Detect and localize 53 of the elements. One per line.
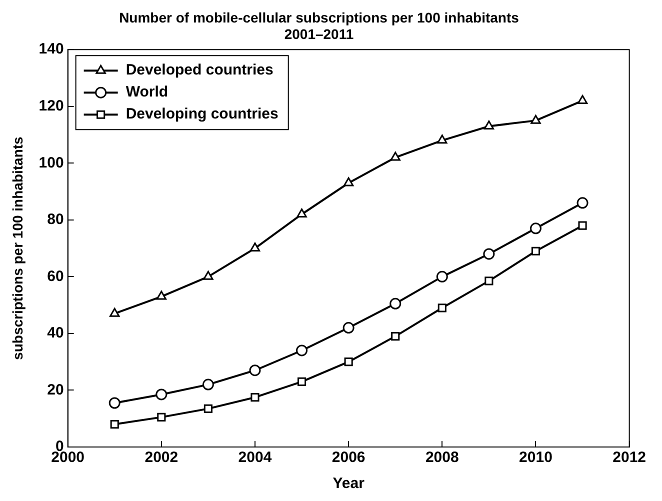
point <box>576 197 588 209</box>
point <box>250 393 260 402</box>
point <box>204 404 212 413</box>
point <box>578 221 587 230</box>
point <box>436 270 448 282</box>
y-tick-label: 100 <box>38 154 64 172</box>
point <box>531 246 540 256</box>
point <box>296 344 308 356</box>
point <box>202 378 214 390</box>
x-tick-label: 2008 <box>425 449 459 466</box>
x-tick-label: 2006 <box>332 449 366 466</box>
point <box>483 248 495 260</box>
point <box>343 177 354 186</box>
point <box>390 152 400 161</box>
y-tick-label: 40 <box>47 324 64 342</box>
y-tick-label: 60 <box>47 268 64 285</box>
point <box>344 358 353 366</box>
point <box>530 114 541 124</box>
point <box>577 94 588 104</box>
x-axis-title: Year <box>332 475 365 492</box>
point <box>530 222 542 234</box>
y-tick-label: 140 <box>38 40 64 58</box>
y-axis-title: subscriptions per 100 inhabitants <box>9 136 26 360</box>
point <box>342 322 354 334</box>
legend-label: Developing countries <box>126 106 278 123</box>
legend-label: Developed countries <box>126 62 274 79</box>
point <box>250 242 260 252</box>
point <box>156 388 168 400</box>
x-tick-label: 2002 <box>144 449 178 466</box>
point <box>391 332 400 341</box>
y-tick-label: 20 <box>47 381 64 398</box>
x-tick-label: 2004 <box>238 449 272 466</box>
point <box>484 120 494 130</box>
point <box>110 308 120 317</box>
point <box>437 134 448 144</box>
x-tick-label: 2012 <box>612 449 646 466</box>
point <box>108 397 120 409</box>
x-tick-label: 2010 <box>519 449 552 466</box>
point <box>156 290 166 300</box>
point <box>157 412 166 422</box>
point <box>390 298 402 310</box>
chart-title: Number of mobile-cellular subscriptions per 100 inhabitants <box>119 9 520 26</box>
legend-label: World <box>126 84 168 101</box>
point <box>484 276 494 286</box>
chart-subtitle: 2001–2011 <box>284 26 354 42</box>
y-tick-label: 80 <box>47 211 64 228</box>
y-tick-label: 120 <box>38 98 64 115</box>
point <box>203 270 214 280</box>
point <box>110 420 119 429</box>
point <box>297 377 306 386</box>
point <box>249 364 261 376</box>
point <box>296 208 307 218</box>
point <box>438 304 446 312</box>
